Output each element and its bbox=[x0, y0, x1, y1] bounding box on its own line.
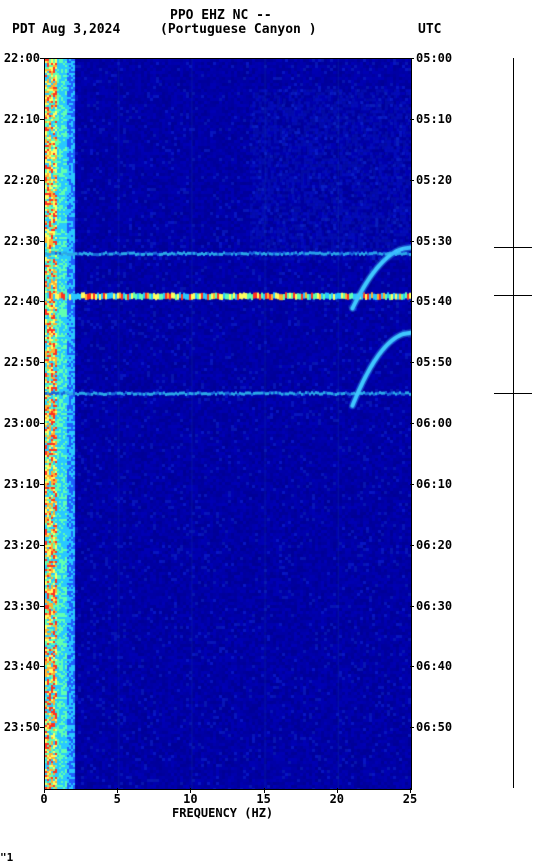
axis-tick-mark bbox=[40, 301, 44, 302]
axis-tick-label: 10 bbox=[183, 792, 197, 806]
event-bar-tick bbox=[494, 247, 532, 248]
axis-tick-label: 0 bbox=[40, 792, 47, 806]
axis-tick-mark bbox=[410, 606, 414, 607]
axis-tick-mark bbox=[40, 241, 44, 242]
x-axis-tick bbox=[410, 788, 411, 793]
axis-tick-label: 06:40 bbox=[416, 659, 452, 673]
axis-tick-mark bbox=[40, 362, 44, 363]
axis-tick-mark bbox=[410, 423, 414, 424]
axis-tick-mark bbox=[40, 545, 44, 546]
axis-tick-label: 22:00 bbox=[0, 51, 40, 65]
axis-tick-mark bbox=[40, 180, 44, 181]
axis-tick-mark bbox=[40, 606, 44, 607]
header-station: PPO EHZ NC -- bbox=[170, 8, 272, 23]
x-axis-label: FREQUENCY (HZ) bbox=[172, 806, 273, 820]
axis-tick-label: 05:50 bbox=[416, 355, 452, 369]
axis-tick-mark bbox=[40, 423, 44, 424]
x-axis-tick bbox=[190, 788, 191, 793]
axis-tick-label: 06:20 bbox=[416, 538, 452, 552]
axis-tick-mark bbox=[410, 545, 414, 546]
axis-tick-mark bbox=[410, 484, 414, 485]
axis-tick-mark bbox=[40, 119, 44, 120]
axis-tick-mark bbox=[40, 58, 44, 59]
x-axis-tick bbox=[44, 788, 45, 793]
header-station-text: PPO EHZ NC -- bbox=[170, 8, 272, 23]
axis-tick-mark bbox=[410, 666, 414, 667]
axis-tick-label: 22:50 bbox=[0, 355, 40, 369]
axis-tick-label: 05:20 bbox=[416, 173, 452, 187]
figure-root: PDT Aug 3,2024 PPO EHZ NC -- (Portuguese… bbox=[0, 0, 552, 864]
event-bar-tick bbox=[494, 295, 532, 296]
axis-tick-label: 25 bbox=[403, 792, 417, 806]
axis-tick-label: 23:20 bbox=[0, 538, 40, 552]
axis-tick-label: 23:00 bbox=[0, 416, 40, 430]
header-left-tz: PDT bbox=[12, 22, 35, 37]
axis-tick-mark bbox=[40, 666, 44, 667]
axis-tick-label: 23:30 bbox=[0, 599, 40, 613]
event-bar-tick bbox=[494, 393, 532, 394]
axis-tick-label: 05:40 bbox=[416, 294, 452, 308]
axis-tick-label: 22:10 bbox=[0, 112, 40, 126]
axis-tick-label: 06:00 bbox=[416, 416, 452, 430]
axis-tick-mark bbox=[410, 180, 414, 181]
header-right-tz: UTC bbox=[418, 22, 441, 37]
axis-tick-label: 22:30 bbox=[0, 234, 40, 248]
header-location-text: (Portuguese Canyon ) bbox=[160, 22, 317, 37]
header-location: (Portuguese Canyon ) bbox=[160, 22, 317, 37]
spectrogram-plot bbox=[44, 58, 412, 790]
header-date-text: Aug 3,2024 bbox=[42, 22, 120, 37]
header-left-tz-text: PDT bbox=[12, 22, 35, 37]
axis-tick-label: 05:10 bbox=[416, 112, 452, 126]
axis-tick-mark bbox=[40, 484, 44, 485]
axis-tick-mark bbox=[40, 727, 44, 728]
axis-tick-mark bbox=[410, 301, 414, 302]
axis-tick-label: 22:20 bbox=[0, 173, 40, 187]
axis-tick-mark bbox=[410, 241, 414, 242]
axis-tick-label: 06:10 bbox=[416, 477, 452, 491]
x-axis-label-text: FREQUENCY (HZ) bbox=[172, 806, 273, 820]
axis-tick-label: 15 bbox=[256, 792, 270, 806]
spectrogram-canvas bbox=[45, 59, 411, 789]
footer-mark: "1 bbox=[0, 851, 13, 864]
axis-tick-label: 05:00 bbox=[416, 51, 452, 65]
axis-tick-label: 06:50 bbox=[416, 720, 452, 734]
axis-tick-label: 5 bbox=[114, 792, 121, 806]
axis-tick-label: 05:30 bbox=[416, 234, 452, 248]
axis-tick-label: 23:40 bbox=[0, 659, 40, 673]
axis-tick-label: 22:40 bbox=[0, 294, 40, 308]
right-event-bar bbox=[513, 58, 514, 788]
axis-tick-mark bbox=[410, 119, 414, 120]
axis-tick-label: 23:10 bbox=[0, 477, 40, 491]
axis-tick-mark bbox=[410, 727, 414, 728]
axis-tick-label: 20 bbox=[330, 792, 344, 806]
footer-mark-text: "1 bbox=[0, 851, 13, 864]
header-right-tz-text: UTC bbox=[418, 22, 441, 37]
header-date: Aug 3,2024 bbox=[42, 22, 120, 37]
axis-tick-label: 23:50 bbox=[0, 720, 40, 734]
axis-tick-mark bbox=[410, 362, 414, 363]
x-axis-tick bbox=[264, 788, 265, 793]
axis-tick-label: 06:30 bbox=[416, 599, 452, 613]
x-axis-tick bbox=[117, 788, 118, 793]
x-axis-tick bbox=[337, 788, 338, 793]
axis-tick-mark bbox=[410, 58, 414, 59]
